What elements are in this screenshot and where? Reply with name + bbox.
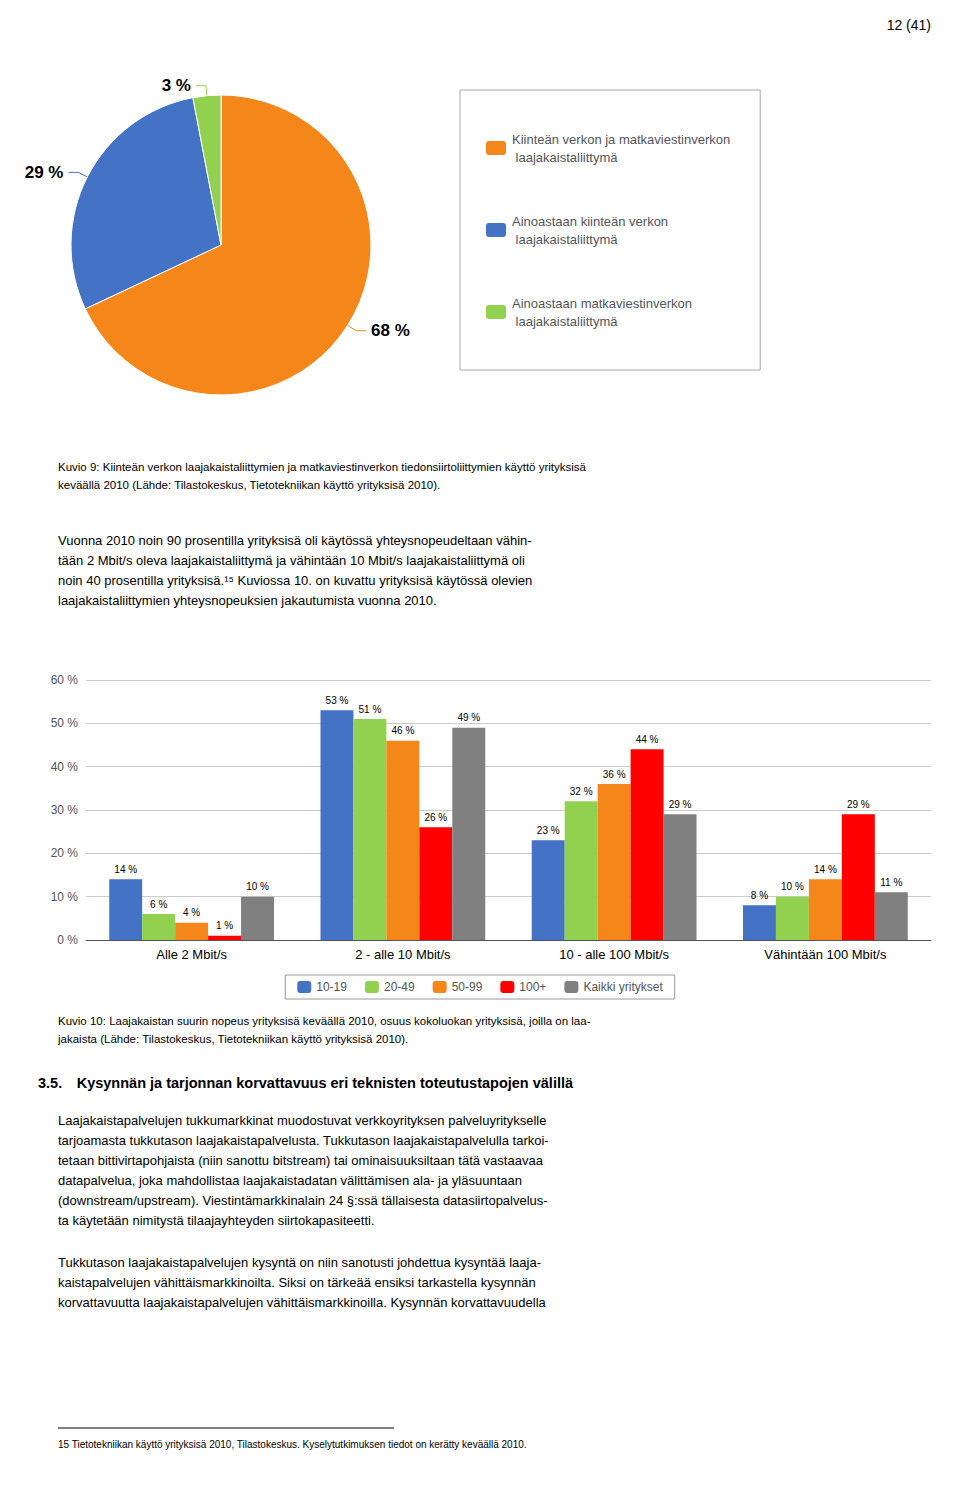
svg-text:3 %: 3 % [162, 76, 191, 95]
svg-text:10 %: 10 % [781, 881, 804, 892]
svg-text:datapalvelua, joka mahdollista: datapalvelua, joka mahdollistaa laajakai… [58, 1173, 522, 1188]
svg-text:44 %: 44 % [636, 734, 659, 745]
svg-text:tetaan bittivirtapohjaista (ni: tetaan bittivirtapohjaista (niin sanottu… [58, 1153, 544, 1168]
svg-text:29 %: 29 % [847, 799, 870, 810]
svg-text:(downstream/upstream). Viestin: (downstream/upstream). Viestintämarkkina… [58, 1193, 548, 1208]
svg-text:Laajakaistapalvelujen tukkumar: Laajakaistapalvelujen tukkumarkkinat muo… [58, 1113, 546, 1128]
svg-text:14 %: 14 % [114, 864, 137, 875]
svg-text:4 %: 4 % [183, 907, 200, 918]
svg-text:8 %: 8 % [751, 890, 768, 901]
svg-text:32 %: 32 % [570, 786, 593, 797]
svg-text:noin 40 prosentilla yrityksisä: noin 40 prosentilla yrityksisä.¹⁵ Kuvios… [58, 573, 532, 588]
svg-text:50-99: 50-99 [452, 980, 483, 994]
svg-text:11 %: 11 % [880, 877, 902, 888]
svg-text:100+: 100+ [519, 980, 546, 994]
svg-text:tarjoamasta tukkutason laajaka: tarjoamasta tukkutason laajakaistapalvel… [58, 1133, 549, 1148]
svg-text:Vuonna 2010 noin 90 prosentill: Vuonna 2010 noin 90 prosentilla yrityksi… [58, 533, 532, 548]
svg-text:10-19: 10-19 [316, 980, 347, 994]
svg-text:Alle 2 Mbit/s: Alle 2 Mbit/s [156, 947, 227, 962]
svg-text:29 %: 29 % [669, 799, 692, 810]
svg-text:46 %: 46 % [391, 725, 414, 736]
svg-text:29 %: 29 % [25, 163, 64, 182]
svg-text:laajakaistaliittymä: laajakaistaliittymä [512, 150, 618, 165]
svg-text:10 - alle 100 Mbit/s: 10 - alle 100 Mbit/s [559, 947, 669, 962]
svg-text:2 - alle 10 Mbit/s: 2 - alle 10 Mbit/s [355, 947, 451, 962]
svg-text:40 %: 40 % [51, 760, 79, 774]
svg-text:Kuvio 9: Kiinteän verkon laaja: Kuvio 9: Kiinteän verkon laajakaistaliit… [58, 461, 587, 473]
svg-text:14 %: 14 % [814, 864, 837, 875]
svg-text:0 %: 0 % [57, 933, 78, 947]
svg-text:korvattavuutta laajakaistapalv: korvattavuutta laajakaistapalvelujen väh… [58, 1295, 547, 1310]
svg-text:20 %: 20 % [51, 846, 79, 860]
svg-text:laajakaistaliittymä: laajakaistaliittymä [512, 314, 618, 329]
svg-text:Kaikki yritykset: Kaikki yritykset [583, 980, 663, 994]
svg-text:26 %: 26 % [424, 812, 447, 823]
svg-text:jakaista (Lähde: Tilastokeskus: jakaista (Lähde: Tilastokeskus, Tietotek… [57, 1033, 408, 1045]
svg-text:53 %: 53 % [326, 695, 349, 706]
svg-text:kaistapalvelujen vähittäismark: kaistapalvelujen vähittäismarkkinoilta. … [58, 1275, 536, 1290]
svg-text:15 Tietotekniikan käyttö yrity: 15 Tietotekniikan käyttö yrityksisä 2010… [58, 1439, 527, 1450]
svg-text:68 %: 68 % [371, 321, 410, 340]
svg-text:20-49: 20-49 [384, 980, 415, 994]
svg-text:3.5. Kysynnän ja tarjonnan kor: 3.5. Kysynnän ja tarjonnan korvattavuus … [38, 1075, 574, 1091]
svg-text:50 %: 50 % [51, 716, 79, 730]
svg-text:tään 2 Mbit/s oleva laajakaist: tään 2 Mbit/s oleva laajakaistaliittymä … [58, 553, 525, 568]
svg-text:60 %: 60 % [51, 673, 79, 687]
svg-text:laajakaistaliittymien yhteysno: laajakaistaliittymien yhteysnopeuksien j… [58, 593, 437, 608]
svg-text:Vähintään 100 Mbit/s: Vähintään 100 Mbit/s [764, 947, 887, 962]
svg-text:laajakaistaliittymä: laajakaistaliittymä [512, 232, 618, 247]
svg-text:Kuvio 10: Laajakaistan suurin: Kuvio 10: Laajakaistan suurin nopeus yri… [58, 1015, 591, 1027]
svg-text:Ainoastaan kiinteän verkon: Ainoastaan kiinteän verkon [512, 214, 668, 229]
svg-text:51 %: 51 % [359, 704, 382, 715]
svg-text:Kiinteän verkon ja matkaviesti: Kiinteän verkon ja matkaviestinverkon [512, 132, 730, 147]
svg-text:1 %: 1 % [216, 920, 233, 931]
svg-text:12 (41): 12 (41) [887, 17, 931, 33]
svg-text:23 %: 23 % [537, 825, 560, 836]
svg-text:10 %: 10 % [246, 881, 269, 892]
svg-text:Ainoastaan matkaviestinverkon: Ainoastaan matkaviestinverkon [512, 296, 692, 311]
svg-text:Tukkutason laajakaistapalveluj: Tukkutason laajakaistapalvelujen kysyntä… [58, 1255, 541, 1270]
svg-text:30 %: 30 % [51, 803, 79, 817]
svg-text:6 %: 6 % [150, 899, 167, 910]
svg-text:49 %: 49 % [457, 712, 480, 723]
svg-text:10 %: 10 % [51, 890, 79, 904]
svg-text:keväällä 2010 (Lähde: Tilastok: keväällä 2010 (Lähde: Tilastokeskus, Tie… [58, 479, 440, 491]
svg-text:ta käytetään nimitystä tilaaja: ta käytetään nimitystä tilaajayhteyden s… [58, 1213, 375, 1228]
svg-text:36 %: 36 % [603, 769, 626, 780]
